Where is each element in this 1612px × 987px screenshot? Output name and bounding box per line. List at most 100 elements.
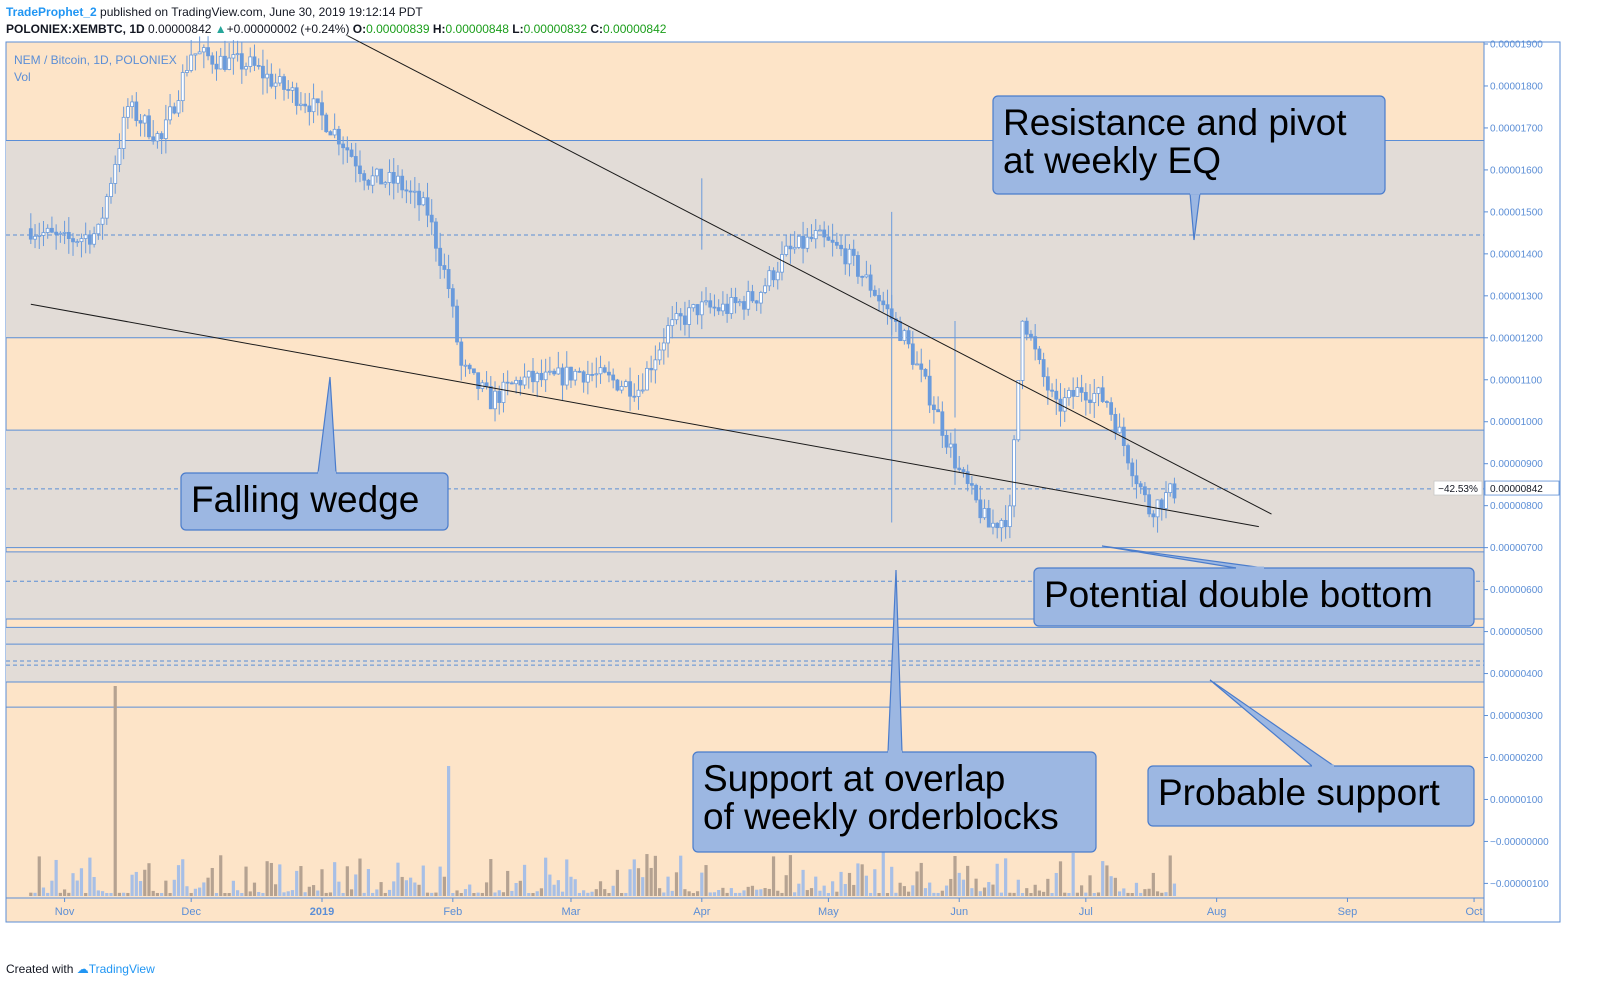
- y-tick-label: 0.00001500: [1490, 207, 1543, 218]
- candle-body: [543, 371, 548, 381]
- candle-body: [109, 183, 113, 197]
- wedge-callout-box: [180, 472, 449, 531]
- candle-body: [163, 119, 168, 139]
- volume-bar: [413, 882, 417, 896]
- candle-body: [1100, 387, 1105, 402]
- candle-body: [758, 292, 763, 304]
- y-tick-label: 0.00000500: [1490, 627, 1543, 638]
- high-value: 0.00000848: [445, 22, 509, 36]
- low-label: L:: [512, 22, 524, 36]
- volume-bar: [767, 888, 771, 896]
- volume-bar: [1071, 853, 1075, 896]
- wedge-callout: Falling wedge: [180, 376, 449, 531]
- volume-bar: [1050, 893, 1054, 896]
- volume-bar: [822, 885, 826, 896]
- volume-bar: [311, 885, 316, 896]
- volume-bar: [75, 880, 79, 896]
- volume-bar: [510, 890, 514, 896]
- candle-body: [725, 303, 730, 314]
- price-change: +0.00000002 (+0.24%): [226, 22, 350, 36]
- published-text: published on TradingView.com, June 30, 2…: [100, 5, 423, 19]
- volume-bar: [252, 882, 257, 896]
- candle-body: [898, 321, 903, 341]
- volume-bar: [911, 885, 915, 896]
- probable-support-callout-box: [1147, 765, 1475, 827]
- candle-body: [383, 182, 388, 185]
- candle-body: [1050, 389, 1054, 392]
- orderblock-zone: [6, 627, 1484, 682]
- candle-body: [999, 520, 1004, 529]
- tradingview-brand[interactable]: TradingView: [88, 962, 155, 976]
- volume-bar: [978, 891, 982, 896]
- candle-body: [940, 411, 945, 436]
- candle-body: [683, 315, 687, 325]
- candle-body: [910, 343, 915, 365]
- change-percent-tag: [1433, 480, 1483, 496]
- x-tick-label: Oct: [1465, 906, 1482, 918]
- volume-bar: [565, 859, 569, 896]
- volume-bar: [126, 892, 130, 896]
- candle-body: [969, 483, 974, 486]
- candle-body: [712, 306, 717, 309]
- volume-bar: [582, 890, 586, 896]
- candle-body: [1117, 426, 1122, 434]
- y-tick-label: 0.00000200: [1490, 753, 1543, 764]
- resistance-callout-box: [992, 95, 1386, 195]
- volume-bar: [729, 888, 733, 896]
- candle-body: [573, 370, 578, 381]
- candle-body: [88, 234, 92, 245]
- candle-body: [501, 381, 506, 403]
- candle-body: [28, 228, 33, 240]
- volume-bar: [468, 884, 472, 896]
- volume-bar: [480, 892, 484, 896]
- candle-body: [273, 82, 278, 87]
- candle-body: [387, 172, 392, 183]
- trendline: [30, 303, 1259, 528]
- volume-bar: [877, 892, 881, 896]
- volume-bar: [1020, 892, 1025, 896]
- volume-bar: [831, 881, 835, 896]
- candle-body: [54, 231, 59, 235]
- y-tick-label: 0.00001800: [1490, 81, 1543, 92]
- candle-body: [1159, 499, 1164, 509]
- volume-bar: [88, 857, 92, 896]
- volume-bar: [970, 888, 974, 896]
- volume-bar: [71, 873, 75, 896]
- volume-bar: [303, 892, 307, 896]
- volume-bar: [354, 874, 358, 896]
- volume-bar: [518, 880, 522, 896]
- volume-bar: [400, 876, 404, 896]
- volume-bar: [434, 892, 438, 896]
- volume-bar: [797, 883, 801, 896]
- candle-body: [640, 389, 645, 392]
- candle-body: [1037, 348, 1042, 360]
- volume-bar: [290, 890, 295, 896]
- volume-bar: [387, 889, 392, 896]
- volume-bar: [147, 863, 151, 896]
- candle-body: [206, 47, 210, 57]
- candle-body: [839, 244, 843, 250]
- candle-body: [1147, 494, 1152, 515]
- volume-bar: [885, 892, 890, 896]
- volume-bar: [776, 890, 780, 896]
- candle-body: [509, 382, 514, 385]
- candle-body: [1045, 376, 1050, 391]
- volume-bar: [556, 880, 560, 896]
- volume-bar: [189, 892, 193, 896]
- candle-body: [628, 381, 632, 397]
- volume-bar: [881, 816, 885, 896]
- candle-body: [645, 367, 649, 391]
- volume-bar: [1147, 888, 1151, 896]
- volume-bar: [949, 878, 953, 896]
- volume-bar: [641, 877, 645, 896]
- volume-bar: [801, 869, 805, 896]
- volume-bar: [172, 879, 176, 896]
- candle-body: [564, 366, 569, 386]
- candle-body: [932, 404, 936, 411]
- candle-body: [737, 301, 742, 304]
- x-tick-label: May: [818, 906, 839, 918]
- volume-bar: [501, 892, 506, 896]
- author-name[interactable]: TradeProphet_2: [6, 5, 97, 19]
- volume-bar: [160, 892, 164, 896]
